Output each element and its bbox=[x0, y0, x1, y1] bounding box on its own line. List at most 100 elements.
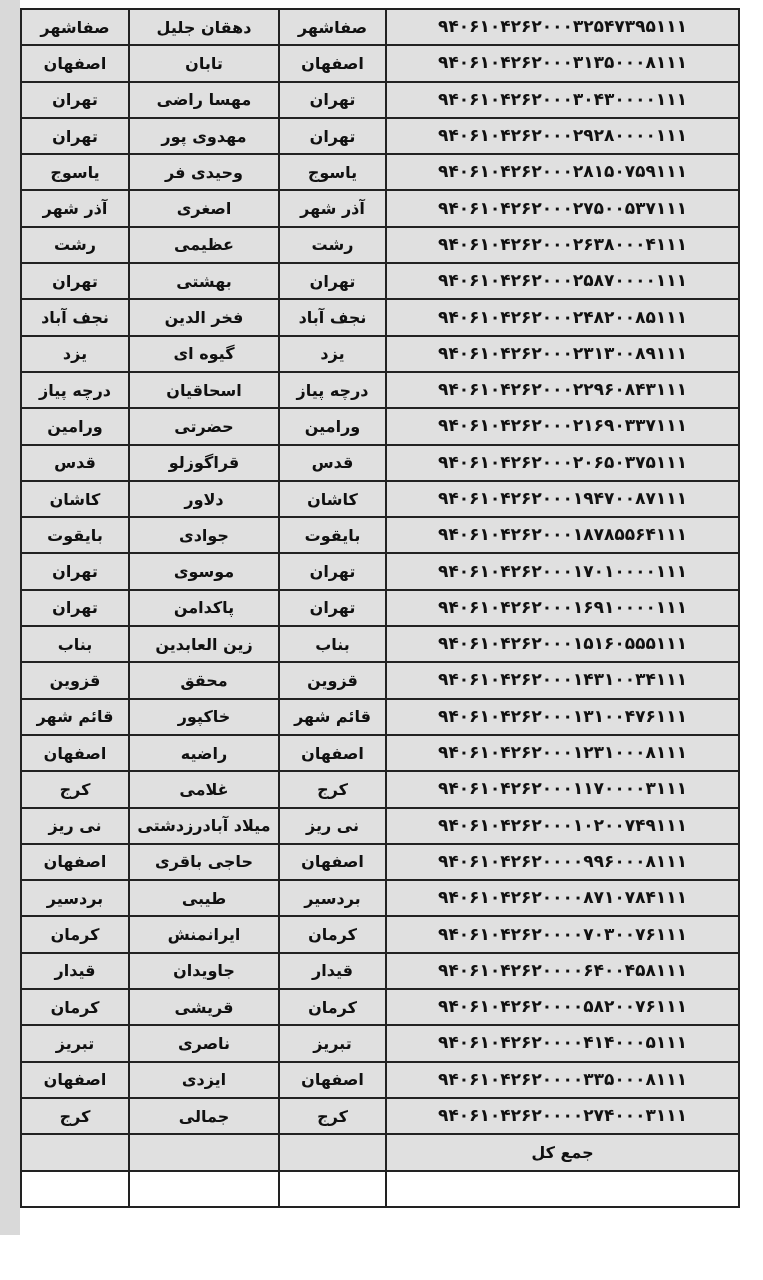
number-cell: ۹۴۰۶۱۰۴۲۶۲۰۰۰۱۱۷۰۰۰۰۳۱۱۱ bbox=[385, 770, 740, 809]
city-cell: ورامین bbox=[20, 407, 130, 446]
table-row: بردسیر طیبی بردسیر ۹۴۰۶۱۰۴۲۶۲۰۰۰۰۸۷۱۰۷۸۴۱۱۱ bbox=[20, 879, 740, 918]
city-cell-2: بایقوت bbox=[278, 516, 387, 555]
city-cell-2: تهران bbox=[278, 116, 387, 156]
city-cell: کرمان bbox=[20, 988, 130, 1027]
city-cell: قائم شهر bbox=[20, 697, 130, 736]
table-row: اصفهان ایزدی اصفهان ۹۴۰۶۱۰۴۲۶۲۰۰۰۰۳۳۵۰۰۰۸۱۱… bbox=[20, 1060, 740, 1099]
number-cell: ۹۴۰۶۱۰۴۲۶۲۰۰۰۲۲۹۶۰۸۴۳۱۱۱ bbox=[385, 370, 740, 410]
city-cell-2: قزوین bbox=[278, 661, 387, 700]
number-cell: ۹۴۰۶۱۰۴۲۶۲۰۰۰۲۶۳۸۰۰۰۴۱۱۱ bbox=[385, 225, 740, 265]
table-row: تبریز ناصری تبریز ۹۴۰۶۱۰۴۲۶۲۰۰۰۰۴۱۴۰۰۰۵۱۱۱ bbox=[20, 1024, 740, 1063]
city-cell: اصفهان bbox=[20, 842, 130, 882]
table-row: اصفهان تابان اصفهان ۹۴۰۶۱۰۴۲۶۲۰۰۰۳۱۳۵۰۰۰۸۱۱… bbox=[20, 44, 740, 83]
number-cell: ۹۴۰۶۱۰۴۲۶۲۰۰۰۰۳۳۵۰۰۰۸۱۱۱ bbox=[385, 1060, 740, 1099]
name-cell: غلامی bbox=[128, 770, 280, 809]
city-cell-2: تهران bbox=[278, 80, 387, 119]
city-cell: تهران bbox=[20, 80, 130, 119]
city-cell: تهران bbox=[20, 116, 130, 156]
name-cell: دهقان جلیل bbox=[128, 7, 280, 47]
name-cell: بهشتی bbox=[128, 262, 280, 301]
table-row: نی ریز میلاد آبادرزدشتی نی ریز ۹۴۰۶۱۰۴۲۶۲۰۰… bbox=[20, 806, 740, 845]
number-cell: ۹۴۰۶۱۰۴۲۶۲۰۰۰۱۲۳۱۰۰۰۸۱۱۱ bbox=[385, 733, 740, 773]
city-cell: رشت bbox=[20, 225, 130, 265]
city-cell-2: تبریز bbox=[278, 1024, 387, 1063]
table-row: درچه پیاز اسحاقیان درچه پیاز ۹۴۰۶۱۰۴۲۶۲۰۰۰۲… bbox=[20, 370, 740, 410]
table-row: کرمان ایرانمنش کرمان ۹۴۰۶۱۰۴۲۶۲۰۰۰۰۷۰۳۰۰۷۶۱… bbox=[20, 915, 740, 954]
city-cell: اصفهان bbox=[20, 733, 130, 773]
number-cell: ۹۴۰۶۱۰۴۲۶۲۰۰۰۲۷۵۰۰۵۳۷۱۱۱ bbox=[385, 189, 740, 228]
name-cell: راضیه bbox=[128, 733, 280, 773]
city-cell: یزد bbox=[20, 334, 130, 373]
name-cell: زین العابدین bbox=[128, 625, 280, 664]
city-cell: درچه پیاز bbox=[20, 370, 130, 410]
table-row: ورامین حضرتی ورامین ۹۴۰۶۱۰۴۲۶۲۰۰۰۲۱۶۹۰۳۳۷۱۱… bbox=[20, 407, 740, 446]
table-row: یاسوج وحیدی فر یاسوج ۹۴۰۶۱۰۴۲۶۲۰۰۰۲۸۱۵۰۷۵۹۱… bbox=[20, 153, 740, 192]
number-cell: ۹۴۰۶۱۰۴۲۶۲۰۰۰۱۹۴۷۰۰۸۷۱۱۱ bbox=[385, 479, 740, 519]
city-cell-2: تهران bbox=[278, 552, 387, 591]
name-cell: گیوه ای bbox=[128, 334, 280, 373]
city-cell: بردسیر bbox=[20, 879, 130, 918]
total-row: جمع کل bbox=[20, 1133, 740, 1172]
city-cell: اصفهان bbox=[20, 44, 130, 83]
number-cell: ۹۴۰۶۱۰۴۲۶۲۰۰۰۱۴۳۱۰۰۳۴۱۱۱ bbox=[385, 661, 740, 700]
total-empty-cell bbox=[128, 1133, 280, 1172]
number-cell: ۹۴۰۶۱۰۴۲۶۲۰۰۰۰۵۸۲۰۰۷۶۱۱۱ bbox=[385, 988, 740, 1027]
table-row: کرمان قریشی کرمان ۹۴۰۶۱۰۴۲۶۲۰۰۰۰۵۸۲۰۰۷۶۱۱۱ bbox=[20, 988, 740, 1027]
name-cell: اصغری bbox=[128, 189, 280, 228]
city-cell: یاسوج bbox=[20, 153, 130, 192]
city-cell-2: قائم شهر bbox=[278, 697, 387, 736]
number-cell: ۹۴۰۶۱۰۴۲۶۲۰۰۰۲۸۱۵۰۷۵۹۱۱۱ bbox=[385, 153, 740, 192]
city-cell: کرمان bbox=[20, 915, 130, 954]
table-row: کرج غلامی کرج ۹۴۰۶۱۰۴۲۶۲۰۰۰۱۱۷۰۰۰۰۳۱۱۱ bbox=[20, 770, 740, 809]
name-cell: دلاور bbox=[128, 479, 280, 519]
table-row: تهران پاکدامن تهران ۹۴۰۶۱۰۴۲۶۲۰۰۰۱۶۹۱۰۰۰۰۱۱… bbox=[20, 588, 740, 628]
name-cell: ایرانمنش bbox=[128, 915, 280, 954]
table-row: قائم شهر خاکپور قائم شهر ۹۴۰۶۱۰۴۲۶۲۰۰۰۱۳۱۰۰… bbox=[20, 697, 740, 736]
name-cell: موسوی bbox=[128, 552, 280, 591]
city-cell: بایقوت bbox=[20, 516, 130, 555]
city-cell-2: ورامین bbox=[278, 407, 387, 446]
city-cell-2: کرج bbox=[278, 1096, 387, 1136]
name-cell: اسحاقیان bbox=[128, 370, 280, 410]
number-cell: ۹۴۰۶۱۰۴۲۶۲۰۰۰۱۷۰۱۰۰۰۰۱۱۱ bbox=[385, 552, 740, 591]
city-cell-2: کرج bbox=[278, 770, 387, 809]
left-margin-strip bbox=[0, 0, 20, 1235]
name-cell: مهسا راضی bbox=[128, 80, 280, 119]
name-cell: مهدوی پور bbox=[128, 116, 280, 156]
city-cell: قدس bbox=[20, 443, 130, 482]
name-cell: ایزدی bbox=[128, 1060, 280, 1099]
city-cell: قزوین bbox=[20, 661, 130, 700]
number-cell: ۹۴۰۶۱۰۴۲۶۲۰۰۰۰۲۷۴۰۰۰۳۱۱۱ bbox=[385, 1096, 740, 1136]
table-row: تهران مهدوی پور تهران ۹۴۰۶۱۰۴۲۶۲۰۰۰۲۹۲۸۰۰۰۰… bbox=[20, 116, 740, 156]
city-cell-2: یاسوج bbox=[278, 153, 387, 192]
name-cell: پاکدامن bbox=[128, 588, 280, 628]
table-row: تهران مهسا راضی تهران ۹۴۰۶۱۰۴۲۶۲۰۰۰۳۰۴۳۰۰۰۰… bbox=[20, 80, 740, 119]
city-cell: کرج bbox=[20, 1096, 130, 1136]
city-cell-2: نی ریز bbox=[278, 806, 387, 845]
table-row: نجف آباد فخر الدین نجف آباد ۹۴۰۶۱۰۴۲۶۲۰۰۰۲۴… bbox=[20, 298, 740, 337]
number-cell: ۹۴۰۶۱۰۴۲۶۲۰۰۰۲۱۶۹۰۳۳۷۱۱۱ bbox=[385, 407, 740, 446]
city-cell: صفاشهر bbox=[20, 7, 130, 47]
city-cell-2: تهران bbox=[278, 588, 387, 628]
city-cell-2: رشت bbox=[278, 225, 387, 265]
table-row: تهران موسوی تهران ۹۴۰۶۱۰۴۲۶۲۰۰۰۱۷۰۱۰۰۰۰۱۱۱ bbox=[20, 552, 740, 591]
table-body: صفاشهر دهقان جلیل صفاشهر ۹۴۰۶۱۰۴۲۶۲۰۰۰۳۲۵۴۷… bbox=[20, 7, 740, 1208]
city-cell-2: درچه پیاز bbox=[278, 370, 387, 410]
city-cell: کرج bbox=[20, 770, 130, 809]
city-cell: اصفهان bbox=[20, 1060, 130, 1099]
city-cell: تهران bbox=[20, 262, 130, 301]
number-cell: ۹۴۰۶۱۰۴۲۶۲۰۰۰۰۸۷۱۰۷۸۴۱۱۱ bbox=[385, 879, 740, 918]
city-cell: قیدار bbox=[20, 951, 130, 991]
name-cell: فخر الدین bbox=[128, 298, 280, 337]
city-cell-2: آذر شهر bbox=[278, 189, 387, 228]
name-cell: محقق bbox=[128, 661, 280, 700]
name-cell: طیبی bbox=[128, 879, 280, 918]
name-cell: وحیدی فر bbox=[128, 153, 280, 192]
number-cell: ۹۴۰۶۱۰۴۲۶۲۰۰۰۱۸۷۸۵۵۶۴۱۱۱ bbox=[385, 516, 740, 555]
table-row: بایقوت جوادی بایقوت ۹۴۰۶۱۰۴۲۶۲۰۰۰۱۸۷۸۵۵۶۴۱۱… bbox=[20, 516, 740, 555]
empty-cell bbox=[128, 1169, 280, 1208]
city-cell-2: اصفهان bbox=[278, 842, 387, 882]
name-cell: حضرتی bbox=[128, 407, 280, 446]
total-empty-cell bbox=[278, 1133, 387, 1172]
data-table: صفاشهر دهقان جلیل صفاشهر ۹۴۰۶۱۰۴۲۶۲۰۰۰۳۲۵۴۷… bbox=[20, 7, 740, 1208]
